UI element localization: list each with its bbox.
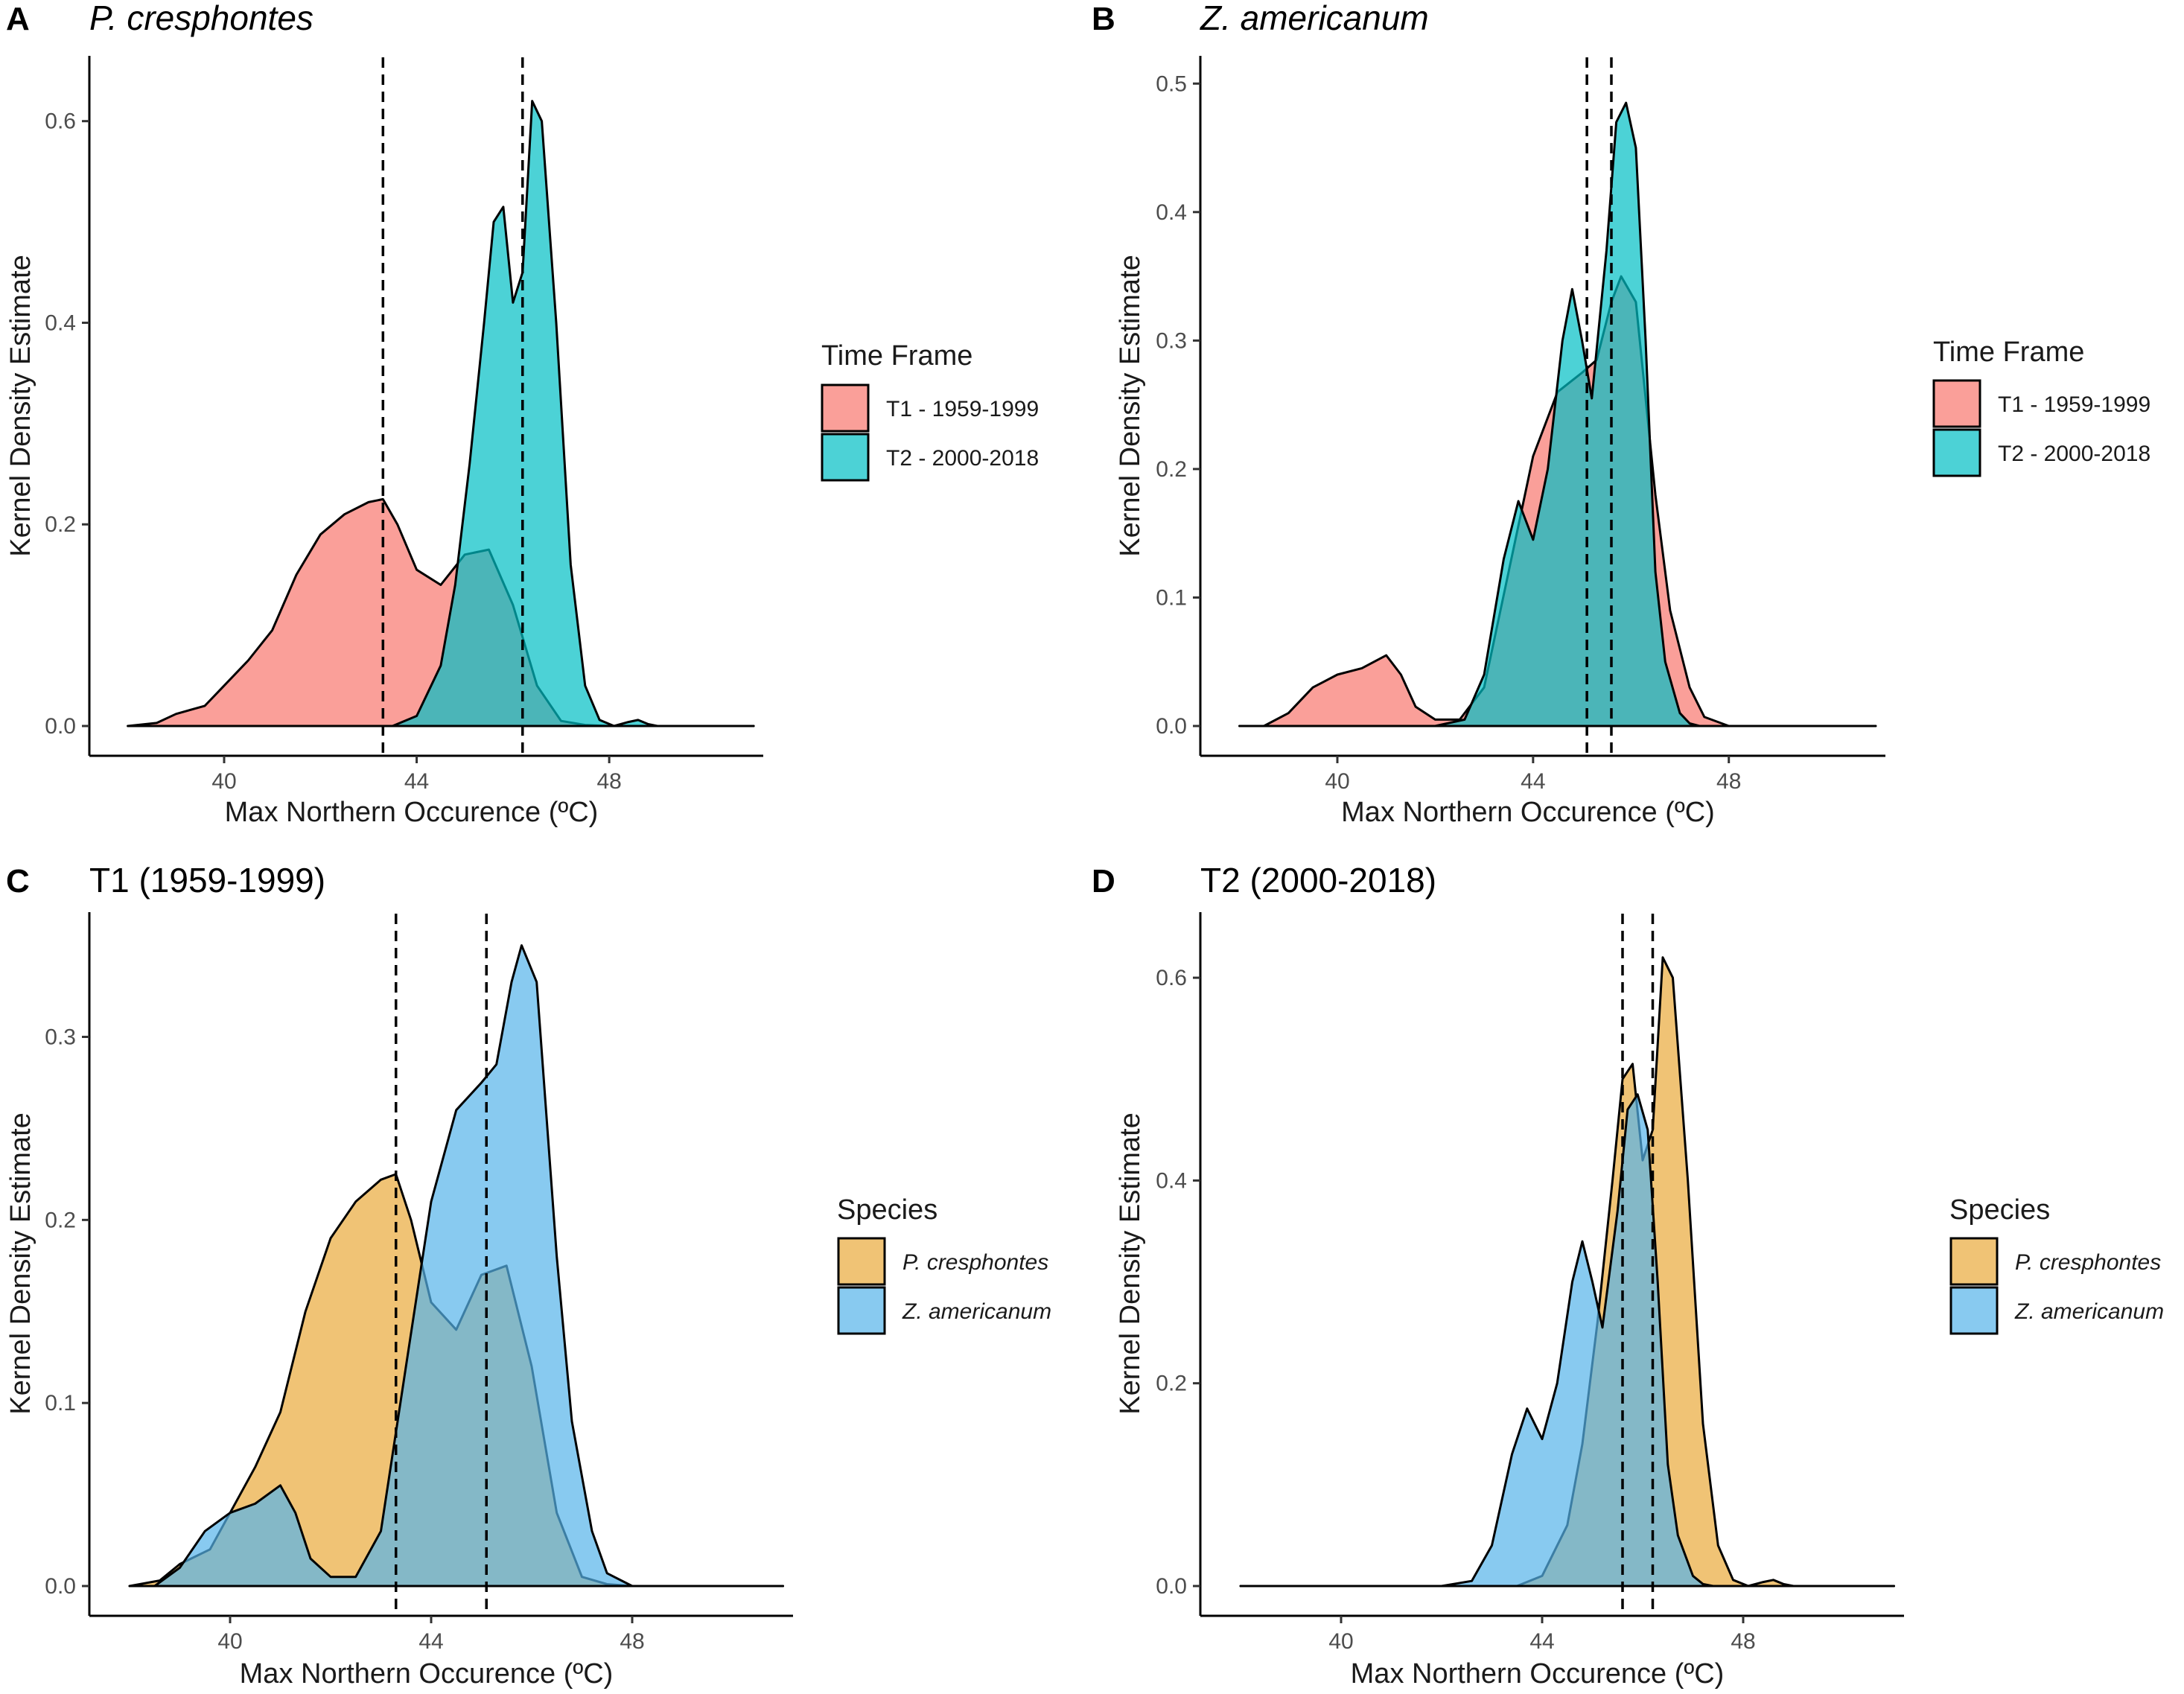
legend: Time Frame T1 - 1959-1999 T2 - 2000-2018 (821, 340, 1039, 482)
y-axis-title: Kernel Density Estimate (1115, 255, 1146, 557)
legend-swatch (1949, 1237, 1999, 1286)
density-area-series-2 (1239, 1093, 1895, 1588)
y-tick-label: 0.3 (45, 1025, 76, 1050)
legend-label: Z. americanum (2014, 1299, 2164, 1324)
y-tick-label: 0.0 (1156, 714, 1187, 739)
x-axis-title: Max Northern Occurence (ºC) (1341, 797, 1715, 828)
x-tick-label: 44 (1529, 1629, 1554, 1654)
x-tick-label: 48 (1731, 1629, 1755, 1654)
y-tick-label: 0.2 (1156, 1372, 1187, 1396)
legend-swatch (1949, 1286, 1999, 1335)
x-tick-label: 44 (418, 1629, 443, 1654)
y-tick-label: 0.5 (1156, 71, 1187, 96)
legend-swatch (821, 383, 870, 433)
y-tick-label: 0.4 (45, 311, 76, 335)
legend: Time Frame T1 - 1959-1999 T2 - 2000-2018 (1932, 337, 2150, 477)
y-tick-label: 0.2 (45, 512, 76, 537)
panel-letter: A (6, 1, 30, 37)
x-tick-label: 40 (1328, 1629, 1353, 1654)
x-axis-title: Max Northern Occurence (ºC) (225, 797, 599, 828)
x-tick-label: 48 (596, 769, 621, 794)
legend: Species P. cresphontes Z. americanum (837, 1194, 1051, 1335)
density-area-series-2 (127, 100, 755, 727)
x-tick-label: 40 (217, 1629, 242, 1654)
y-axis-title: Kernel Density Estimate (5, 1112, 36, 1415)
legend-swatch (837, 1237, 886, 1286)
y-tick-label: 0.4 (1156, 1168, 1187, 1193)
y-tick-label: 0.3 (1156, 328, 1187, 353)
y-axis-title: Kernel Density Estimate (1115, 1112, 1146, 1415)
y-tick-label: 0.4 (1156, 200, 1187, 225)
legend-label: T1 - 1959-1999 (886, 397, 1039, 421)
legend-label: T2 - 2000-2018 (886, 446, 1039, 471)
x-tick-label: 44 (404, 769, 429, 794)
chart-panel-a: A P. cresphontes 0.0 0.2 0.4 0.6 40 44 48 Max Nor… (5, 0, 1039, 828)
x-tick-label: 48 (1716, 769, 1741, 794)
legend-swatch (821, 433, 870, 482)
x-tick-label: 44 (1521, 769, 1545, 794)
x-axis-title: Max Northern Occurence (ºC) (1351, 1658, 1725, 1690)
chart-title: T2 (2000-2018) (1200, 861, 1436, 899)
legend-title: Species (837, 1194, 937, 1226)
legend-label: Z. americanum (902, 1299, 1051, 1324)
y-tick-label: 0.0 (45, 1574, 76, 1599)
panel-letter: D (1092, 863, 1115, 899)
y-tick-label: 0.6 (45, 109, 76, 134)
legend-title: Time Frame (1933, 337, 2084, 368)
legend-swatch (1932, 379, 1981, 428)
x-axis-title: Max Northern Occurence (ºC) (240, 1658, 614, 1690)
chart-title: Z. americanum (1200, 0, 1429, 37)
panel-letter: C (6, 863, 30, 899)
density-area-series-2 (1238, 101, 1877, 727)
x-tick-label: 40 (1325, 769, 1349, 794)
legend-swatch (837, 1286, 886, 1335)
y-tick-label: 0.2 (1156, 457, 1187, 482)
chart-panel-b: B Z. americanum 0.0 0.1 0.2 0.3 0.4 0.5 40 44 48Ma… (1092, 0, 2150, 828)
x-tick-label: 48 (620, 1629, 644, 1654)
legend-label: P. cresphontes (2015, 1250, 2161, 1275)
y-tick-label: 0.2 (45, 1208, 76, 1232)
legend: Species P. cresphontes Z. americanum (1949, 1194, 2164, 1335)
y-axis-title: Kernel Density Estimate (5, 255, 36, 557)
legend-title: Time Frame (821, 340, 972, 372)
chart-title: P. cresphontes (89, 0, 313, 37)
legend-label: T2 - 2000-2018 (1998, 442, 2150, 466)
y-tick-label: 0.0 (1156, 1574, 1187, 1599)
legend-label: T1 - 1959-1999 (1998, 392, 2150, 417)
legend-title: Species (1949, 1194, 2050, 1226)
chart-title: T1 (1959-1999) (89, 861, 325, 899)
panel-letter: B (1092, 1, 1115, 37)
x-tick-label: 40 (211, 769, 236, 794)
density-area-series-2 (128, 944, 784, 1588)
y-tick-label: 0.0 (45, 714, 76, 739)
y-tick-label: 0.1 (1156, 585, 1187, 610)
legend-label: P. cresphontes (902, 1250, 1048, 1275)
y-tick-label: 0.6 (1156, 966, 1187, 990)
y-tick-label: 0.1 (45, 1391, 76, 1416)
legend-swatch (1932, 428, 1981, 477)
